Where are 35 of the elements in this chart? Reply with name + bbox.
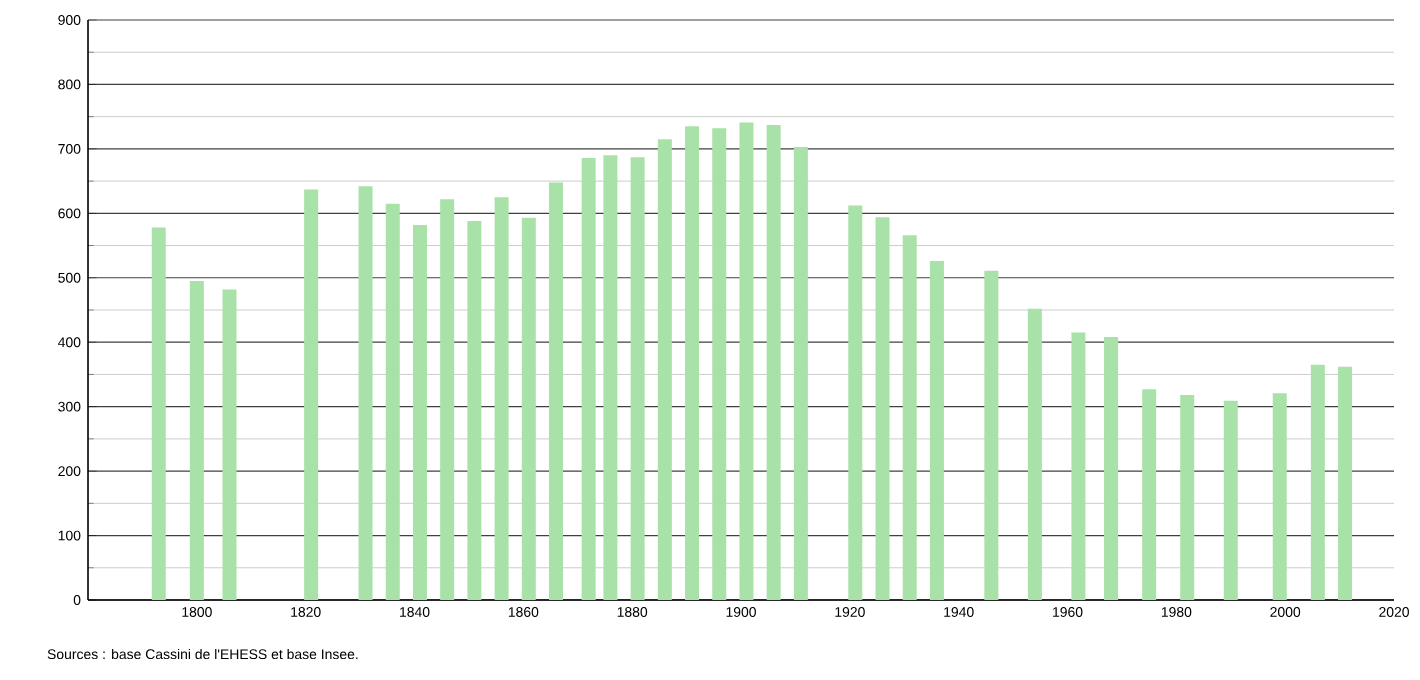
bar [1104, 337, 1119, 600]
bar [412, 224, 427, 600]
bar [440, 199, 455, 600]
bar [793, 146, 808, 600]
bar [1180, 395, 1195, 600]
bar [189, 281, 204, 600]
bar [521, 217, 536, 600]
bar [467, 221, 482, 600]
bar [848, 205, 863, 600]
bar [494, 197, 509, 600]
bar [603, 155, 618, 600]
bar [1142, 389, 1157, 600]
bar [1310, 364, 1325, 600]
bar [1338, 366, 1353, 600]
bar [358, 186, 373, 600]
bar [151, 227, 166, 600]
bar [657, 139, 672, 600]
bar [984, 270, 999, 600]
bar [549, 182, 563, 600]
bar [222, 289, 237, 600]
bar [581, 157, 596, 600]
bar [902, 235, 917, 600]
bar [685, 126, 700, 600]
bar [712, 128, 727, 600]
bar [875, 217, 890, 600]
bar [385, 203, 400, 600]
bar [929, 261, 944, 600]
bar [304, 189, 319, 600]
bar [766, 125, 781, 600]
bar [630, 157, 645, 600]
bar [1027, 308, 1042, 600]
bar [739, 122, 754, 600]
bar [1071, 332, 1086, 600]
bar [1223, 400, 1238, 600]
bar [1272, 393, 1287, 600]
